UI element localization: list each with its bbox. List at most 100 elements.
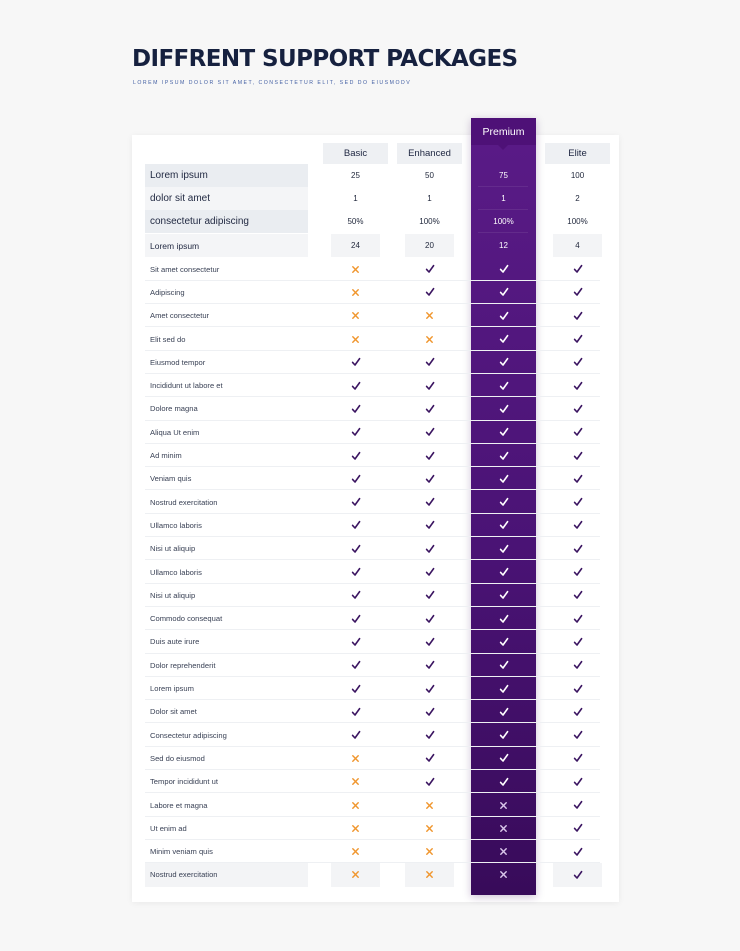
feature-enhanced-cell [397,724,462,747]
value-basic: 1 [353,194,358,203]
row-divider [145,605,600,607]
cross-icon [352,289,359,296]
feature-premium-cell [471,863,536,886]
cross-icon [352,871,359,879]
row-divider [478,652,528,654]
feature-elite-cell [545,374,610,397]
feature-row: Lorem ipsum [0,677,740,701]
row-divider [145,536,600,538]
feature-enhanced-cell [397,584,462,607]
feature-premium-cell [471,258,536,281]
feature-basic-cell [323,677,388,700]
feature-row: Elit sed do [0,327,740,351]
check-icon [573,381,582,390]
check-icon [425,358,434,367]
check-icon [351,730,360,739]
value-basic: 50% [347,217,364,226]
feature-row: Commodo consequat [0,607,740,631]
check-icon [573,544,582,553]
feature-elite-cell [545,607,610,630]
value-premium: 100% [493,217,514,226]
feature-basic-cell [323,560,388,583]
value-premium: 1 [501,194,506,203]
feature-premium-cell [471,677,536,700]
feature-label: Aliqua Ut enim [150,427,200,437]
row-divider [145,559,600,561]
check-icon [573,870,582,879]
metric-label-background [145,234,308,257]
value-elite: 4 [575,241,580,250]
feature-basic-cell [323,654,388,677]
feature-enhanced-cell [397,304,462,327]
row-divider [145,279,600,281]
row-divider [145,722,600,724]
check-icon [499,474,508,483]
check-icon [425,614,434,623]
row-divider [145,838,600,840]
row-divider [145,303,600,305]
feature-elite-cell [545,700,610,723]
feature-elite-cell [545,630,610,653]
check-icon [573,264,582,273]
feature-enhanced-cell [397,327,462,350]
row-divider [478,209,528,210]
check-icon [425,474,434,483]
check-icon [573,661,582,670]
feature-elite-cell [545,327,610,350]
feature-basic-cell [323,793,388,816]
cross-icon [426,312,433,320]
feature-label: Lorem ipsum [150,684,194,694]
row-divider [478,442,528,444]
check-icon [573,334,582,343]
check-icon [573,497,582,506]
metric-label: Lorem ipsum [150,170,208,181]
check-icon [573,288,582,297]
row-divider [478,792,528,794]
row-divider [478,372,528,374]
row-divider [478,769,528,771]
check-icon [499,334,508,343]
check-icon [351,567,360,576]
check-icon [425,264,434,273]
feature-label: Eiusmod tempor [150,357,206,367]
feature-label: Nostrud exercitation [150,497,218,507]
feature-row: Consectetur adipiscing [0,724,740,747]
row-divider [145,769,600,771]
row-divider [145,862,600,864]
check-icon [351,358,360,367]
feature-enhanced-cell [397,817,462,840]
metric-value-background [405,234,454,257]
check-icon [351,521,360,530]
feature-label: Elit sed do [150,334,186,344]
feature-elite-cell [545,560,610,583]
feature-basic-cell [323,817,388,840]
value-basic: 24 [351,241,360,250]
feature-premium-cell [471,491,536,514]
feature-enhanced-cell [397,560,462,583]
feature-row: Nostrud exercitation [0,863,740,887]
row-divider [478,466,528,468]
check-icon [573,358,582,367]
feature-premium-cell [471,444,536,467]
feature-label: Commodo consequat [150,614,223,624]
row-divider [145,442,600,444]
feature-elite-cell [545,467,610,490]
value-premium: 75 [499,171,508,180]
check-icon [573,404,582,413]
check-icon [499,451,508,460]
pricing-table-card [132,135,619,902]
feature-premium-cell [471,537,536,560]
feature-enhanced-cell [397,421,462,444]
cross-icon [352,312,359,320]
row-divider [478,722,528,724]
feature-premium-cell [471,770,536,793]
feature-elite-cell [545,281,610,304]
check-icon [425,637,434,646]
cross-icon [500,848,507,856]
feature-elite-cell [545,677,610,700]
cross-icon [352,778,359,786]
feature-elite-cell [545,793,610,816]
feature-basic-cell [323,374,388,397]
feature-label: Nostrud exercitation [150,870,218,880]
